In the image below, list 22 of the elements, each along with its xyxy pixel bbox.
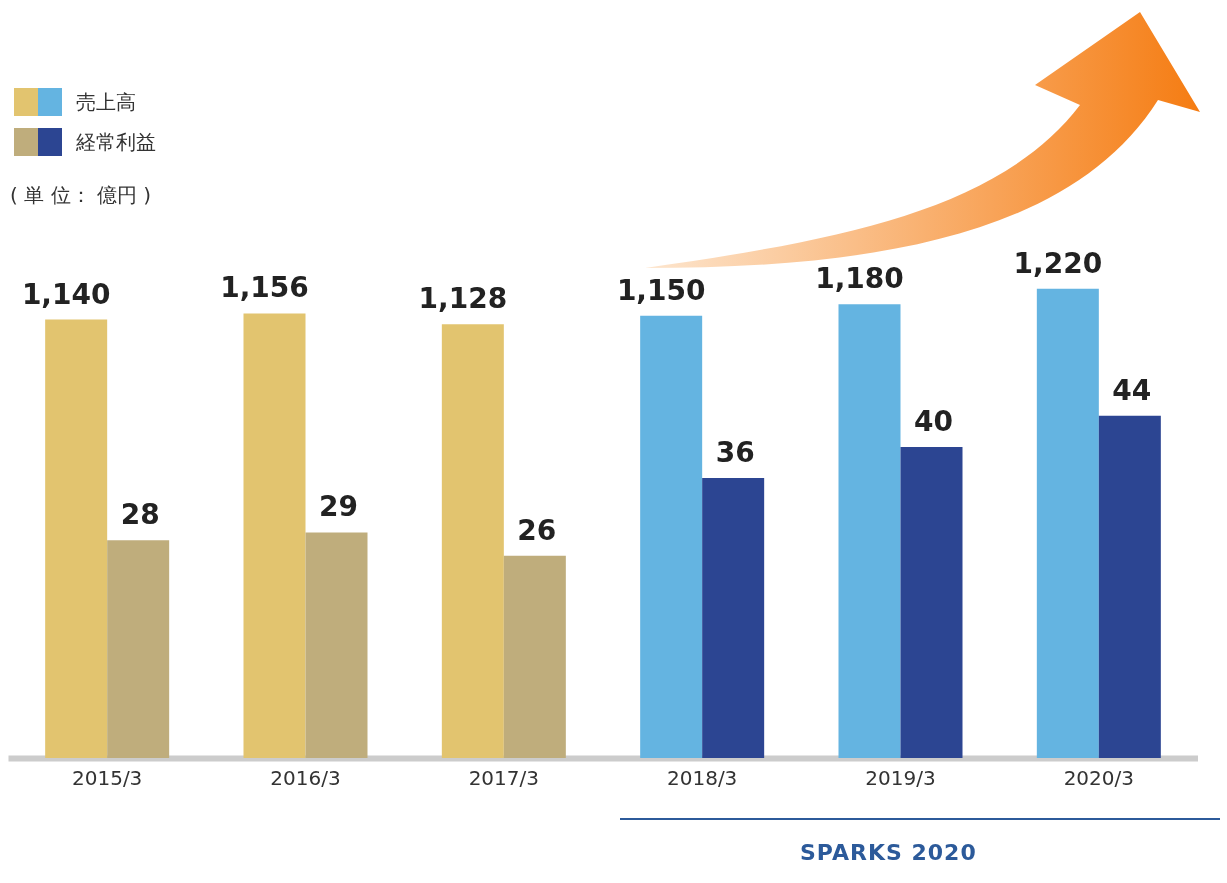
data-label: 26 [517, 513, 557, 547]
data-label: 44 [1112, 373, 1152, 407]
data-label: 29 [319, 490, 358, 524]
data-label: 1,156 [220, 271, 309, 305]
data-label: 1,150 [616, 273, 706, 307]
x-tick-label: 2018/3 [666, 765, 738, 790]
data-label: 1,180 [815, 262, 904, 296]
data-label: 36 [715, 436, 755, 469]
data-label: 1,220 [1013, 246, 1103, 280]
x-tick-label: 2016/3 [270, 765, 341, 790]
data-label: 1,140 [21, 277, 111, 311]
text: SPARKS 2020 [800, 840, 977, 865]
legend-label: 経常利益 [76, 128, 156, 156]
x-tick-label: 2015/3 [71, 765, 143, 790]
x-tick-label: 2019/3 [865, 765, 936, 790]
x-tick-label: 2017/3 [468, 765, 540, 790]
data-label: 28 [120, 498, 160, 532]
text: ( 単 位： 億円 ) [10, 182, 152, 209]
data-label: 1,128 [418, 282, 508, 316]
data-label: 40 [914, 404, 953, 438]
legend-label: 売上高 [76, 88, 136, 116]
x-tick-label: 2020/3 [1063, 765, 1135, 790]
